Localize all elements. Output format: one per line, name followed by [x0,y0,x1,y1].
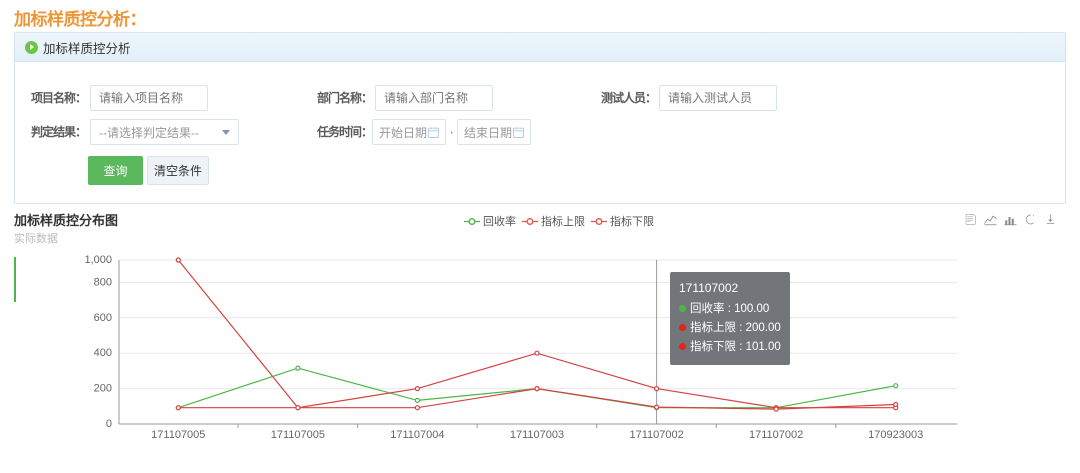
svg-text:0: 0 [106,418,112,430]
svg-text:1,000: 1,000 [84,254,112,266]
svg-text:800: 800 [94,276,112,288]
svg-text:200: 200 [94,383,112,395]
svg-text:171107004: 171107004 [390,429,444,441]
svg-text:170923003: 170923003 [868,429,923,441]
svg-text:171107002: 171107002 [749,429,803,441]
svg-text:171107005: 171107005 [271,429,325,441]
svg-text:171107005: 171107005 [151,429,205,441]
svg-text:400: 400 [94,347,112,359]
svg-text:171107003: 171107003 [510,429,564,441]
svg-text:600: 600 [94,312,112,324]
svg-text:171107002: 171107002 [629,429,683,441]
